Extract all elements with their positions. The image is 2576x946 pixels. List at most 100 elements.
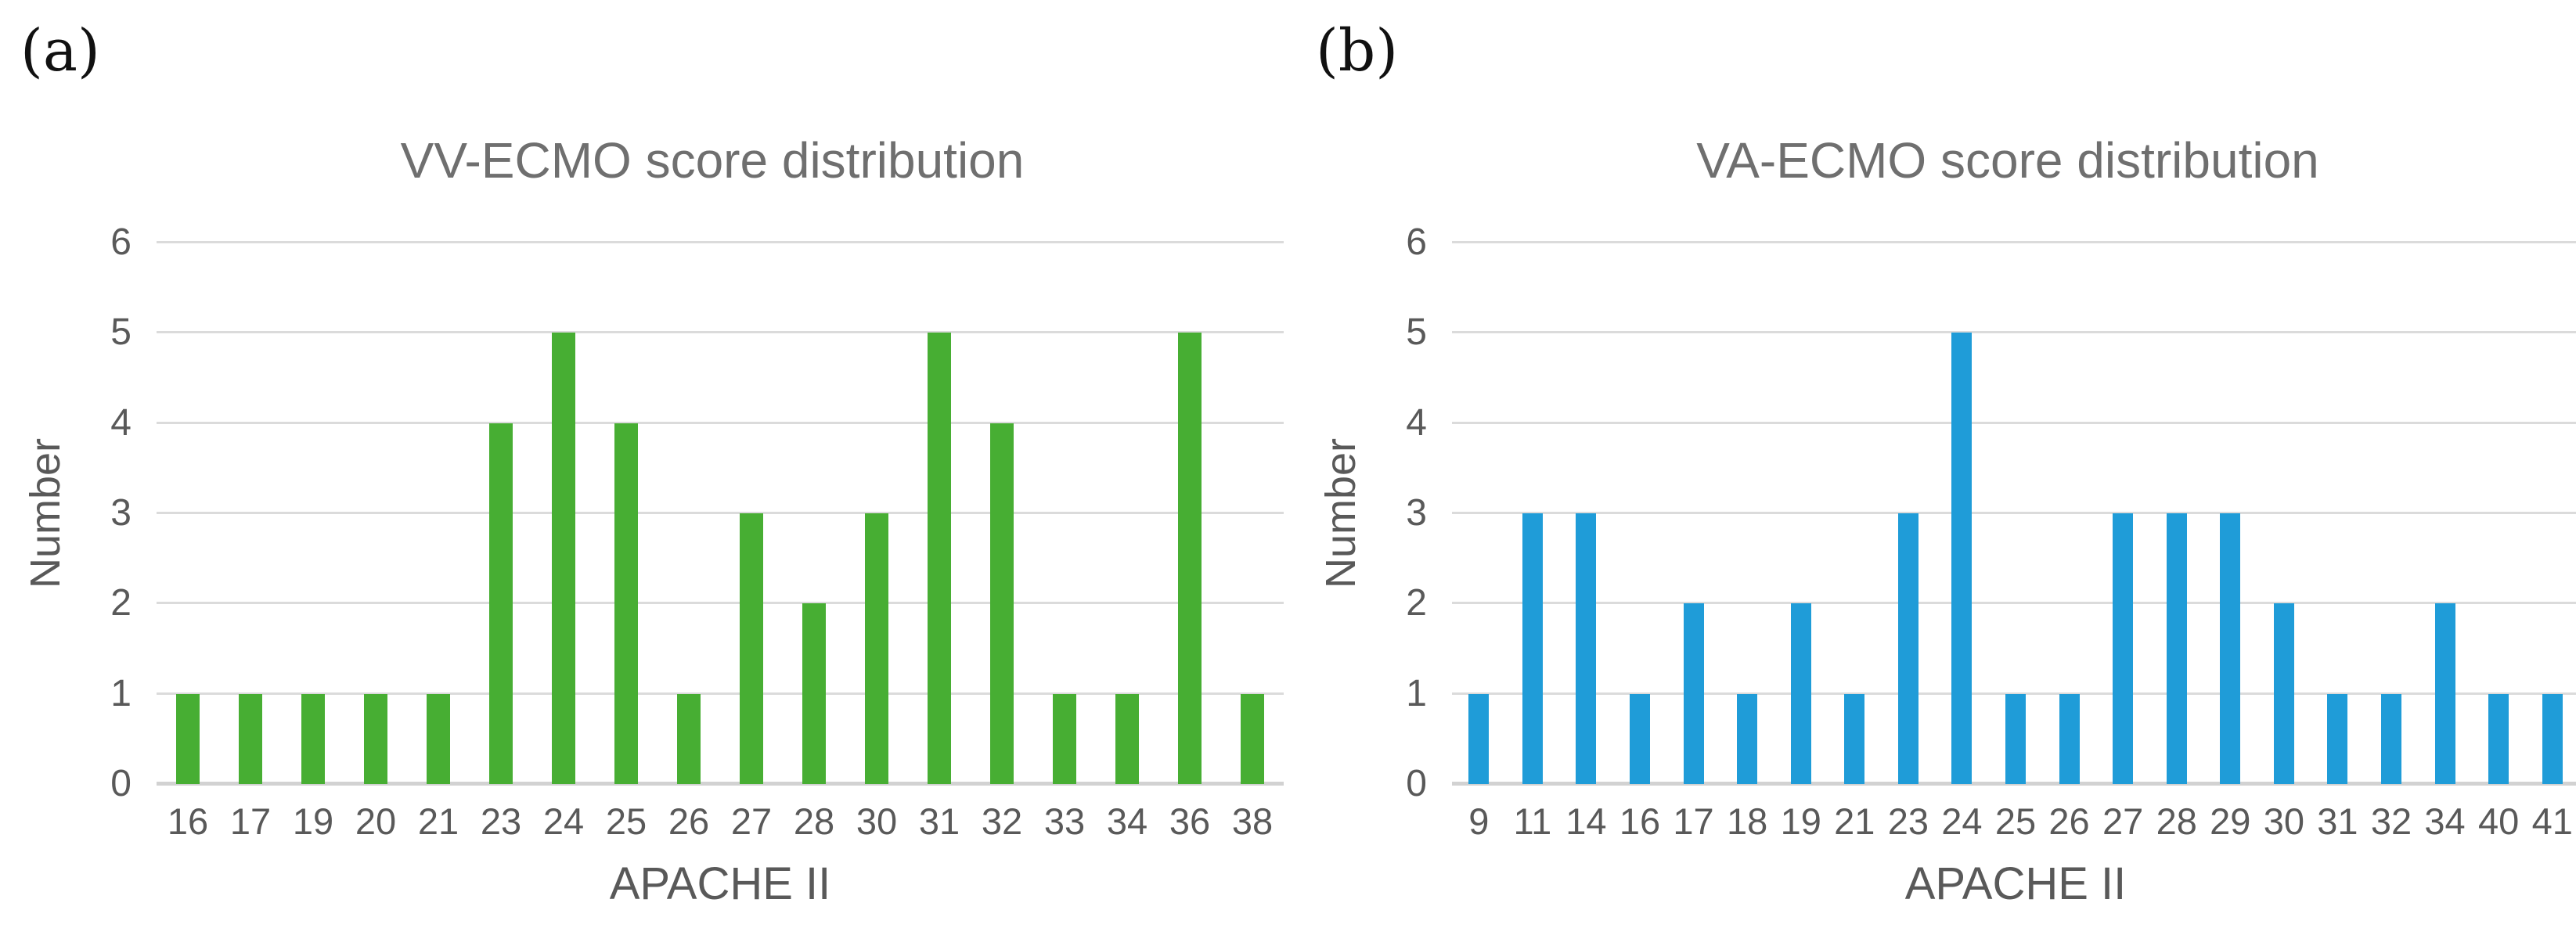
- x-tick-21: 21: [1834, 800, 1875, 842]
- gridline-1: [157, 692, 1284, 695]
- y-tick-2: 2: [110, 582, 132, 624]
- bar-apache-25: [614, 423, 638, 784]
- bar-apache-36: [1178, 333, 1202, 784]
- x-tick-27: 27: [2102, 800, 2144, 842]
- y-tick-6: 6: [110, 221, 132, 263]
- bar-apache-30: [865, 513, 888, 784]
- x-tick-9: 9: [1468, 800, 1490, 842]
- bar-apache-34: [2434, 603, 2455, 784]
- bar-apache-33: [1053, 693, 1076, 784]
- x-tick-19: 19: [292, 800, 334, 842]
- x-tick-26: 26: [668, 800, 710, 842]
- gridline-5: [157, 331, 1284, 334]
- bar-apache-21: [1844, 693, 1865, 784]
- y-tick-5: 5: [1406, 311, 1427, 354]
- y-axis-tick-labels: 0 1 2 3 4 5 6: [1295, 221, 1427, 804]
- bar-apache-25: [2005, 693, 2026, 784]
- x-tick-40: 40: [2478, 800, 2520, 842]
- x-tick-23: 23: [480, 800, 522, 842]
- y-tick-3: 3: [1406, 492, 1427, 534]
- plot-area-va: [1452, 241, 2576, 786]
- bar-apache-27: [2113, 513, 2134, 784]
- y-tick-3: 3: [110, 492, 132, 534]
- x-tick-11: 11: [1513, 800, 1552, 842]
- y-tick-0: 0: [1406, 763, 1427, 804]
- x-tick-26: 26: [2048, 800, 2090, 842]
- bar-apache-32: [990, 423, 1014, 784]
- x-tick-34: 34: [1106, 800, 1148, 842]
- bar-apache-20: [364, 693, 387, 784]
- bar-apache-32: [2381, 693, 2401, 784]
- bar-apache-26: [2059, 693, 2080, 784]
- chart-title-vv: VV-ECMO score distribution: [400, 132, 1025, 189]
- bar-apache-16: [176, 693, 200, 784]
- bar-apache-26: [677, 693, 701, 784]
- x-tick-27: 27: [730, 800, 773, 842]
- x-tick-31: 31: [2317, 800, 2358, 842]
- x-tick-32: 32: [981, 800, 1023, 842]
- bar-apache-18: [1737, 693, 1758, 784]
- bar-apache-31: [2327, 693, 2348, 784]
- x-tick-31: 31: [918, 800, 960, 842]
- x-tick-30: 30: [856, 800, 898, 842]
- x-tick-21: 21: [417, 800, 459, 842]
- x-tick-18: 18: [1727, 800, 1768, 842]
- x-tick-32: 32: [2370, 800, 2412, 842]
- x-tick-14: 14: [1565, 800, 1607, 842]
- y-tick-0: 0: [110, 763, 132, 804]
- x-tick-25: 25: [605, 800, 647, 842]
- y-tick-1: 1: [110, 672, 132, 714]
- gridline-5: [1452, 331, 2576, 334]
- bar-apache-17: [239, 693, 262, 784]
- bar-apache-24: [552, 333, 575, 784]
- bar-apache-21: [427, 693, 450, 784]
- x-tick-16: 16: [167, 800, 209, 842]
- x-tick-20: 20: [355, 800, 397, 842]
- bar-apache-19: [1790, 603, 1811, 784]
- y-axis-tick-labels: 0 1 2 3 4 5 6: [0, 221, 132, 804]
- bar-apache-34: [1115, 693, 1139, 784]
- bar-apache-28: [2166, 513, 2187, 784]
- x-tick-17: 17: [1673, 800, 1714, 842]
- x-tick-41: 41: [2531, 800, 2573, 842]
- x-axis-tick-labels: 9 11 14 16 17 18 19 21 23 24 25 26 27 28 29 30 31 32 34 40 4…: [1452, 800, 2576, 845]
- y-tick-4: 4: [1406, 401, 1427, 444]
- x-tick-23: 23: [1887, 800, 1929, 842]
- x-tick-33: 33: [1043, 800, 1086, 842]
- y-tick-6: 6: [1406, 221, 1427, 263]
- gridline-3: [157, 512, 1284, 514]
- bar-apache-28: [802, 603, 826, 784]
- bar-apache-11: [1522, 513, 1543, 784]
- bar-apache-29: [2220, 513, 2241, 784]
- x-axis-tick-labels: 16 17 19 20 21 23 24 25 26 27 28 30 31 32 33 34 36 38: [157, 800, 1284, 845]
- x-tick-36: 36: [1169, 800, 1211, 842]
- x-tick-29: 29: [2210, 800, 2251, 842]
- bar-apache-41: [2542, 693, 2563, 784]
- bar-apache-30: [2273, 603, 2294, 784]
- bar-apache-38: [1241, 693, 1264, 784]
- x-tick-19: 19: [1780, 800, 1821, 842]
- y-tick-2: 2: [1406, 582, 1427, 624]
- bar-apache-40: [2488, 693, 2509, 784]
- y-tick-4: 4: [110, 401, 132, 444]
- x-tick-34: 34: [2424, 800, 2466, 842]
- y-tick-5: 5: [110, 311, 132, 354]
- chart-title-va: VA-ECMO score distribution: [1696, 132, 2319, 189]
- gridline-4: [1452, 421, 2576, 424]
- x-tick-16: 16: [1619, 800, 1661, 842]
- bar-apache-19: [301, 693, 325, 784]
- x-axis-line: [157, 782, 1284, 786]
- x-axis-title: APACHE II: [1904, 858, 2127, 909]
- bar-apache-24: [1951, 333, 1973, 784]
- panel-label-b: (b): [1316, 17, 1399, 85]
- x-tick-25: 25: [1994, 800, 2037, 842]
- x-tick-17: 17: [229, 800, 272, 842]
- gridline-6: [157, 241, 1284, 243]
- bar-apache-16: [1630, 693, 1650, 784]
- bar-apache-23: [1897, 513, 1918, 784]
- x-tick-28: 28: [793, 800, 835, 842]
- gridline-6: [1452, 241, 2576, 243]
